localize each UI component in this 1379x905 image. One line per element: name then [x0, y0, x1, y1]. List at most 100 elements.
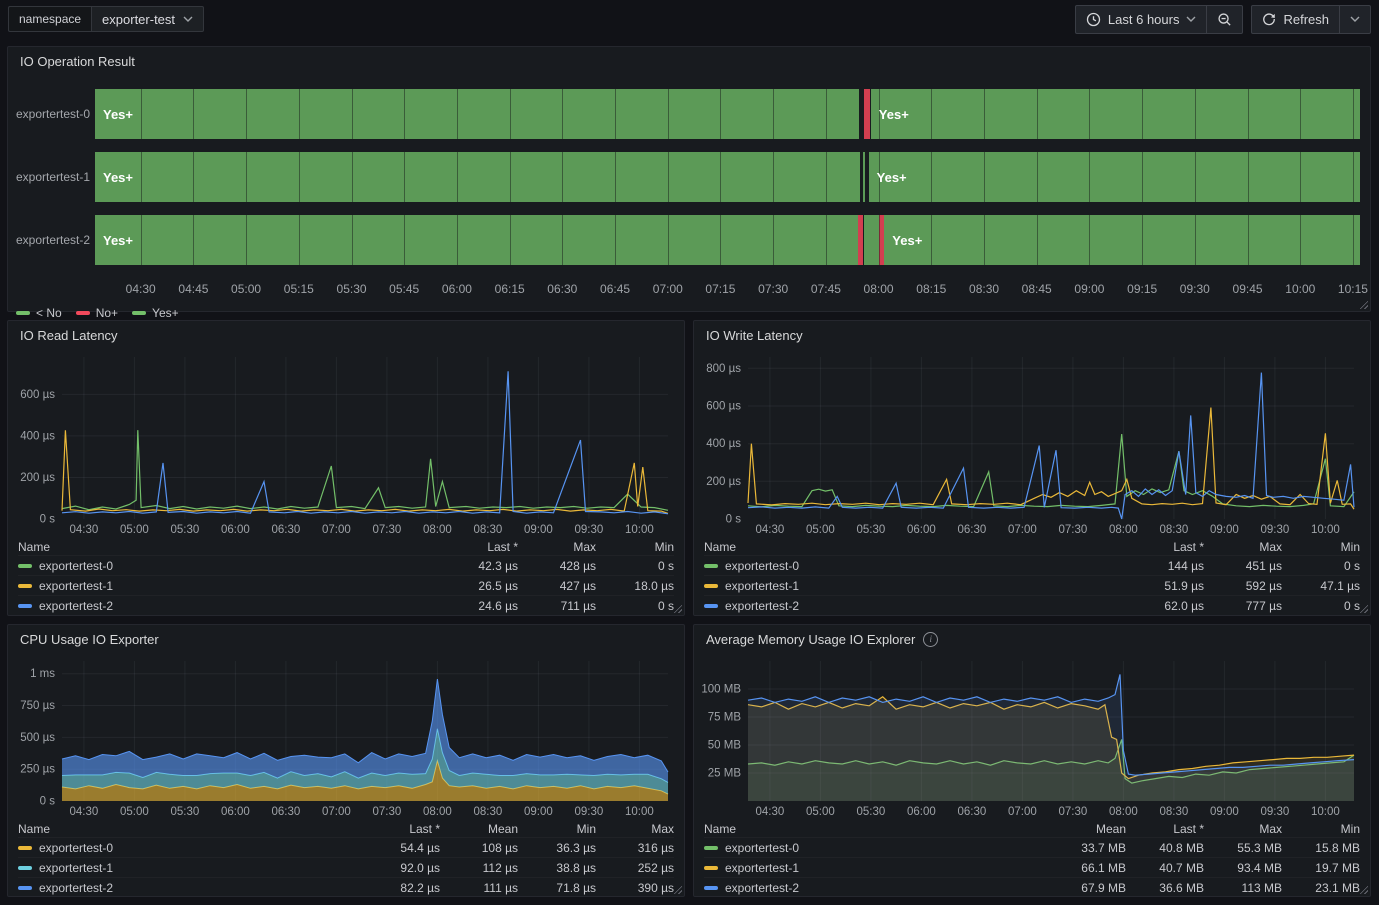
timeline-state-label: Yes+	[869, 170, 907, 185]
series-toggle[interactable]: exportertest-1	[704, 579, 1126, 593]
legend-header-min[interactable]: Min	[596, 540, 674, 554]
namespace-select[interactable]: exporter-test	[91, 6, 204, 32]
panel-title[interactable]: IO Operation Result	[8, 47, 1370, 75]
timeline-segment-green[interactable]: Yes+	[95, 215, 858, 265]
svg-text:07:30: 07:30	[1059, 524, 1088, 536]
legend-item[interactable]: < No	[16, 306, 62, 320]
series-toggle[interactable]: exportertest-2	[18, 599, 440, 613]
svg-text:750 µs: 750 µs	[20, 700, 55, 712]
time-range-label: Last 6 hours	[1108, 12, 1180, 27]
legend-item[interactable]: Yes+	[132, 306, 179, 320]
series-toggle[interactable]: exportertest-1	[18, 579, 440, 593]
legend-value: 592 µs	[1204, 579, 1282, 593]
legend-header-name[interactable]: Name	[704, 822, 1048, 836]
x-tick-label: 06:00	[442, 282, 472, 296]
panel-title[interactable]: IO Read Latency	[8, 321, 684, 349]
legend-header-last[interactable]: Last *	[362, 822, 440, 836]
legend-header-last[interactable]: Last *	[1126, 540, 1204, 554]
series-toggle[interactable]: exportertest-2	[18, 881, 362, 895]
panel-title[interactable]: Average Memory Usage IO Explorer i	[694, 625, 1370, 653]
refresh-icon	[1262, 12, 1276, 26]
panel-io-operation-result: IO Operation Result exportertest-0Yes+Ye…	[7, 46, 1371, 312]
legend-header-max[interactable]: Max	[518, 540, 596, 554]
svg-text:09:00: 09:00	[524, 524, 553, 536]
legend-header-row: NameLast *MeanMinMax	[18, 821, 674, 837]
timeline-legend: < No No+ Yes+	[16, 306, 1360, 320]
legend-value: 24.6 µs	[440, 599, 518, 613]
series-toggle[interactable]: exportertest-1	[18, 861, 362, 875]
series-name: exportertest-2	[725, 881, 799, 895]
info-icon[interactable]: i	[923, 632, 938, 647]
svg-text:07:00: 07:00	[322, 524, 351, 536]
refresh-interval-dropdown[interactable]	[1340, 5, 1371, 34]
timeline-track[interactable]: Yes+Yes+	[95, 89, 1360, 139]
legend-label: No+	[96, 306, 118, 320]
zoom-out-button[interactable]	[1207, 5, 1243, 34]
legend-header-mean[interactable]: Mean	[440, 822, 518, 836]
svg-text:05:30: 05:30	[171, 524, 200, 536]
series-toggle[interactable]: exportertest-1	[704, 861, 1048, 875]
series-toggle[interactable]: exportertest-0	[704, 841, 1048, 855]
timeline-segment-green[interactable]: Yes+	[869, 152, 1360, 202]
legend-header-min[interactable]: Min	[1282, 540, 1360, 554]
memory-usage-chart[interactable]: 04:3005:0005:3006:0006:3007:0007:3008:00…	[702, 653, 1362, 819]
series-toggle[interactable]: exportertest-0	[704, 559, 1126, 573]
memory-usage-legend: NameMeanLast *MaxMinexportertest-033.7 M…	[704, 821, 1360, 897]
legend-header-last[interactable]: Last *	[440, 540, 518, 554]
svg-text:05:30: 05:30	[171, 806, 200, 818]
series-name: exportertest-0	[39, 559, 113, 573]
legend-row: exportertest-126.5 µs427 µs18.0 µs	[18, 575, 674, 595]
svg-text:08:00: 08:00	[423, 524, 452, 536]
panel-title-text: CPU Usage IO Exporter	[20, 632, 159, 647]
timeline-segment-green[interactable]	[864, 215, 878, 265]
timeline-track[interactable]: Yes+ Yes+	[95, 215, 1360, 265]
read-latency-chart[interactable]: 04:3005:0005:3006:0006:3007:0007:3008:00…	[16, 349, 676, 537]
legend-header-name[interactable]: Name	[18, 540, 440, 554]
namespace-variable: namespace exporter-test	[8, 6, 204, 32]
panel-title[interactable]: IO Write Latency	[694, 321, 1370, 349]
time-range-picker[interactable]: Last 6 hours	[1075, 5, 1208, 34]
legend-item[interactable]: No+	[76, 306, 118, 320]
legend-header-row: NameMeanLast *MaxMin	[704, 821, 1360, 837]
legend-value: 451 µs	[1204, 559, 1282, 573]
legend-header-name[interactable]: Name	[704, 540, 1126, 554]
legend-header-max[interactable]: Max	[1204, 822, 1282, 836]
legend-swatch	[704, 584, 718, 588]
svg-text:04:30: 04:30	[70, 806, 99, 818]
legend-value: 113 MB	[1204, 881, 1282, 895]
svg-text:08:30: 08:30	[1160, 806, 1189, 818]
svg-text:09:30: 09:30	[575, 806, 604, 818]
panel-title[interactable]: CPU Usage IO Exporter	[8, 625, 684, 653]
legend-header-min[interactable]: Min	[1282, 822, 1360, 836]
legend-header-max[interactable]: Max	[1204, 540, 1282, 554]
write-latency-chart[interactable]: 04:3005:0005:3006:0006:3007:0007:3008:00…	[702, 349, 1362, 537]
legend-header-min[interactable]: Min	[518, 822, 596, 836]
panel-resize-handle[interactable]	[1358, 299, 1368, 309]
legend-header-name[interactable]: Name	[18, 822, 362, 836]
timeline-segment-green[interactable]: Yes+	[884, 215, 1360, 265]
timeline-segment-green[interactable]: Yes+	[95, 89, 859, 139]
timeline-track[interactable]: Yes+ Yes+	[95, 152, 1360, 202]
legend-value: 82.2 µs	[362, 881, 440, 895]
series-name: exportertest-1	[39, 861, 113, 875]
legend-value: 62.0 µs	[1126, 599, 1204, 613]
refresh-button[interactable]: Refresh	[1251, 5, 1340, 34]
legend-header-max[interactable]: Max	[596, 822, 674, 836]
timeline-segment-green[interactable]: Yes+	[95, 152, 860, 202]
timeline-rows: exportertest-0Yes+Yes+exportertest-1Yes+…	[16, 89, 1360, 278]
legend-swatch	[704, 846, 718, 850]
series-toggle[interactable]: exportertest-0	[18, 841, 362, 855]
legend-value: 15.8 MB	[1282, 841, 1360, 855]
cpu-usage-chart[interactable]: 04:3005:0005:3006:0006:3007:0007:3008:00…	[16, 653, 676, 819]
svg-text:09:30: 09:30	[1261, 524, 1290, 536]
series-toggle[interactable]: exportertest-2	[704, 599, 1126, 613]
legend-swatch	[704, 886, 718, 890]
x-tick-label: 07:45	[811, 282, 841, 296]
timeline-segment-green[interactable]: Yes+	[871, 89, 1360, 139]
legend-header-last[interactable]: Last *	[1126, 822, 1204, 836]
legend-value: 0 s	[1282, 599, 1360, 613]
legend-header-mean[interactable]: Mean	[1048, 822, 1126, 836]
series-toggle[interactable]: exportertest-0	[18, 559, 440, 573]
series-toggle[interactable]: exportertest-2	[704, 881, 1048, 895]
svg-text:07:30: 07:30	[373, 806, 402, 818]
